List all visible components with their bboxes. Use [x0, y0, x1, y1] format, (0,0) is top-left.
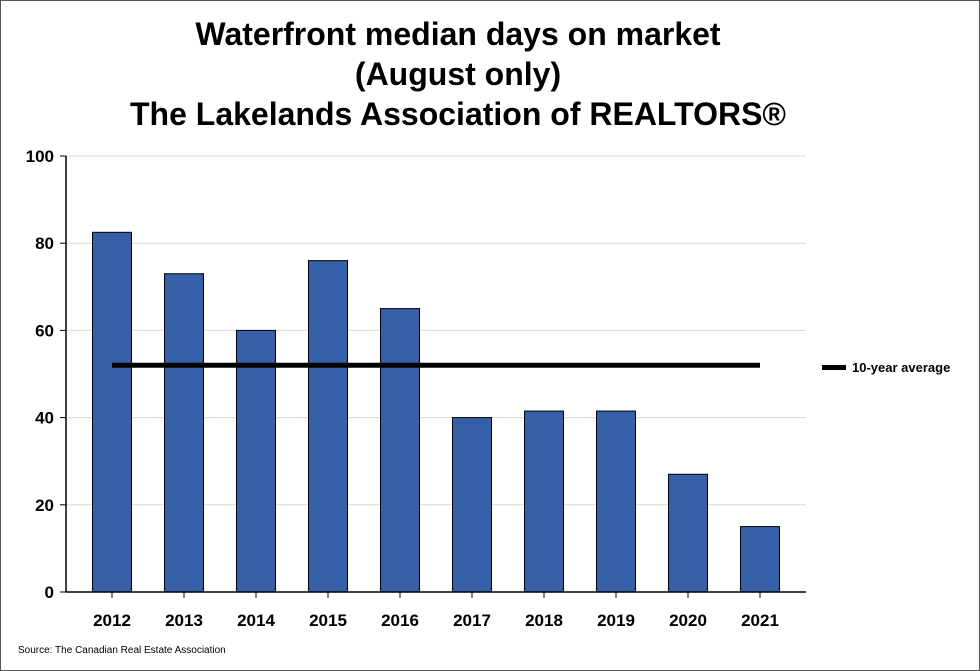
source-note: Source: The Canadian Real Estate Associa… [18, 645, 226, 656]
y-tick-label: 40 [35, 409, 54, 428]
x-tick-label-2017: 2017 [453, 611, 491, 630]
bar-2012 [92, 231, 132, 593]
axes [65, 156, 806, 593]
bar-2014 [236, 329, 276, 593]
bar-2020 [668, 473, 708, 593]
x-tick-label-2016: 2016 [381, 611, 419, 630]
x-tick-label-2015: 2015 [309, 611, 347, 630]
y-tick-label: 20 [35, 496, 54, 515]
x-tick-label-2012: 2012 [93, 611, 131, 630]
bar-2018 [524, 410, 564, 593]
chart-title-line-3: The Lakelands Association of REALTORS® [130, 96, 786, 132]
chart-title-line-1: Waterfront median days on market [195, 16, 721, 52]
y-tick-label: 80 [35, 234, 54, 253]
bars [92, 231, 780, 593]
x-tick-label-2020: 2020 [669, 611, 707, 630]
bar-2017 [452, 417, 492, 593]
bar-2013 [164, 273, 204, 593]
bar-2015 [308, 260, 348, 593]
chart-title: Waterfront median days on market (August… [0, 14, 916, 134]
x-tick-label-2013: 2013 [165, 611, 203, 630]
x-tick-label-2021: 2021 [741, 611, 779, 630]
legend: 10-year average [822, 360, 950, 375]
y-tick-label: 100 [26, 147, 54, 166]
x-tick-label-2014: 2014 [237, 611, 275, 630]
legend-swatch-average [822, 365, 846, 370]
legend-label-average: 10-year average [852, 360, 951, 375]
y-tick-labels: 0 20 40 60 80 100 [26, 147, 54, 602]
bar-2016 [380, 308, 420, 593]
chart-title-line-2: (August only) [354, 56, 562, 92]
x-tick-labels: 2012 2013 2014 2015 2016 2017 2018 2019 2020 2021 [93, 611, 779, 630]
y-tick-label: 60 [35, 321, 54, 340]
bar-2019 [596, 410, 636, 593]
x-tick-label-2018: 2018 [525, 611, 563, 630]
x-tick-label-2019: 2019 [597, 611, 635, 630]
y-tick-label: 0 [45, 583, 54, 602]
bar-2021 [740, 526, 780, 593]
